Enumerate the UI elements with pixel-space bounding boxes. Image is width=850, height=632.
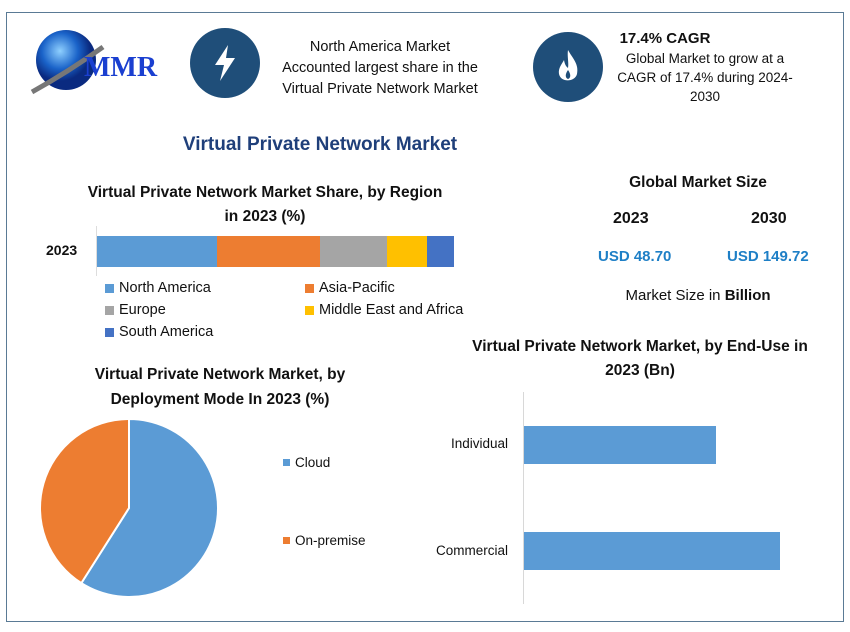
lightning-icon	[215, 45, 235, 81]
segment-europe	[320, 236, 388, 267]
end-use-axis	[523, 392, 524, 604]
legend-asia-pacific: Asia-Pacific	[305, 280, 395, 296]
bar-commercial	[524, 532, 780, 570]
market-size-note: Market Size in Billion	[598, 287, 798, 304]
legend-label: Cloud	[295, 455, 331, 470]
legend-mea: Middle East and Africa	[305, 302, 463, 318]
legend-north-america: North America	[105, 280, 211, 296]
legend-europe: Europe	[105, 302, 166, 318]
region-category-label: 2023	[46, 242, 78, 258]
end-use-chart-title: Virtual Private Network Market, by End-U…	[472, 338, 808, 379]
slice-on-premise	[39, 417, 130, 585]
segment-middle-east-and-africa	[387, 236, 428, 267]
legend-swatch	[105, 305, 114, 315]
value-2023: USD 48.70	[598, 248, 672, 265]
segment-north-america	[97, 236, 217, 267]
segment-south-america	[427, 236, 454, 267]
region-legend: North America Asia-Pacific Europe Middle…	[105, 280, 505, 346]
label-individual: Individual	[450, 436, 508, 451]
legend-label: On-premise	[295, 533, 366, 548]
deployment-chart-title: Virtual Private Network Market, by Deplo…	[94, 366, 346, 408]
globe-icon	[30, 30, 105, 95]
highlight-line: Accounted largest share in the	[282, 60, 478, 76]
cagr-title: 17.4% CAGR	[619, 30, 711, 47]
cagr-text: Global Market to grow at a CAGR of 17.4%…	[600, 49, 810, 106]
legend-swatch	[105, 327, 114, 337]
note-unit: Billion	[724, 287, 771, 304]
legend-swatch	[283, 537, 290, 544]
infographic-frame	[6, 12, 844, 622]
legend-swatch	[283, 459, 290, 466]
lightning-icon-circle	[190, 28, 260, 98]
highlight-line: North America Market	[309, 39, 451, 55]
main-title: Virtual Private Network Market	[182, 134, 458, 155]
legend-label: Europe	[119, 302, 166, 318]
note-prefix: Market Size in	[625, 287, 725, 304]
region-stacked-bar	[97, 236, 454, 267]
bar-individual	[524, 426, 717, 464]
segment-asia-pacific	[216, 236, 321, 267]
label-commercial: Commercial	[435, 543, 508, 558]
slice-cloud	[79, 417, 219, 598]
legend-south-america: South America	[105, 324, 213, 340]
legend-label: Asia-Pacific	[319, 280, 395, 296]
value-2030: USD 149.72	[727, 248, 809, 265]
legend-on-premise: On-premise	[283, 533, 366, 548]
highlight-north-america: North America Market Accounted largest s…	[255, 37, 505, 100]
cagr-line: CAGR of 17.4% during 2024-	[617, 70, 793, 85]
legend-swatch	[105, 283, 114, 293]
region-chart-title: Virtual Private Network Market Share, by…	[87, 184, 443, 225]
legend-swatch	[305, 283, 314, 293]
year-2023: 2023	[613, 210, 649, 227]
legend-label: Middle East and Africa	[319, 302, 464, 318]
flame-icon-circle	[533, 32, 603, 102]
mmr-logo: MMR	[28, 22, 173, 107]
legend-label: North America	[119, 280, 211, 296]
deployment-pie	[39, 417, 219, 598]
cagr-line: Global Market to grow at a	[625, 51, 785, 66]
cagr-line: 2030	[689, 89, 721, 104]
logo-text: MMR	[84, 52, 158, 83]
year-2030: 2030	[751, 210, 787, 227]
legend-label: South America	[119, 324, 214, 340]
market-size-title: Global Market Size	[629, 174, 767, 191]
region-axis	[96, 226, 97, 276]
highlight-line: Virtual Private Network Market	[282, 81, 478, 97]
legend-swatch	[305, 305, 314, 315]
flame-icon	[558, 50, 578, 81]
legend-cloud: Cloud	[283, 455, 330, 470]
